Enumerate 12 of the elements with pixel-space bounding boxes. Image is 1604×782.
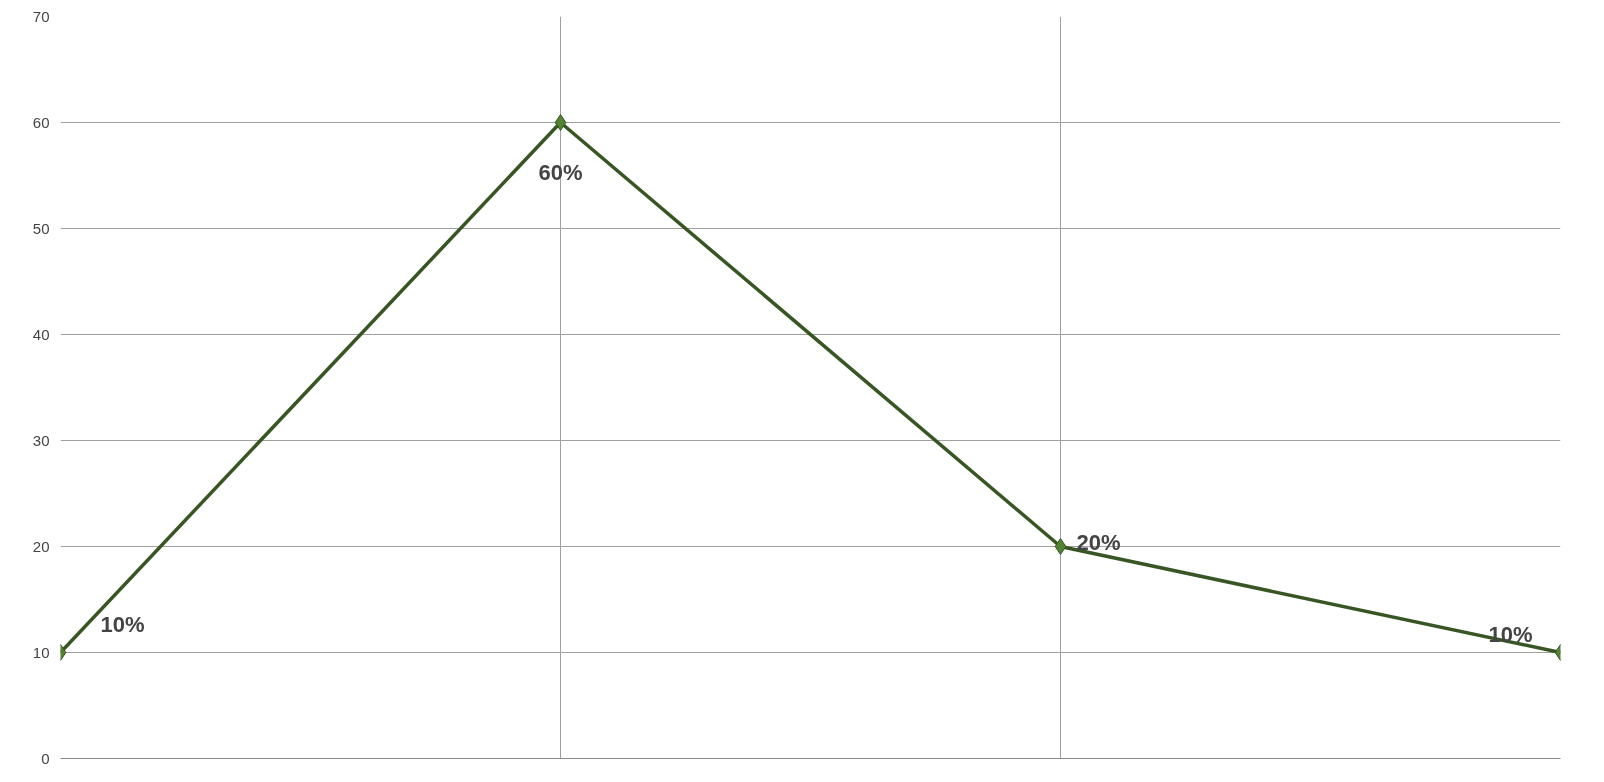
data-label: 10%	[100, 612, 145, 637]
y-tick-label: 40	[32, 325, 50, 343]
y-tick-label: 20	[32, 537, 50, 555]
data-label: 20%	[1076, 530, 1121, 555]
data-label: 10%	[1488, 622, 1533, 647]
data-label: 60%	[538, 160, 583, 185]
y-tick-label: 10	[32, 643, 50, 661]
y-tick-label: 50	[32, 219, 50, 237]
y-tick-label: 60	[32, 113, 50, 131]
y-tick-label: 70	[32, 7, 50, 25]
y-tick-label: 30	[32, 431, 50, 449]
y-tick-label: 0	[41, 749, 50, 767]
